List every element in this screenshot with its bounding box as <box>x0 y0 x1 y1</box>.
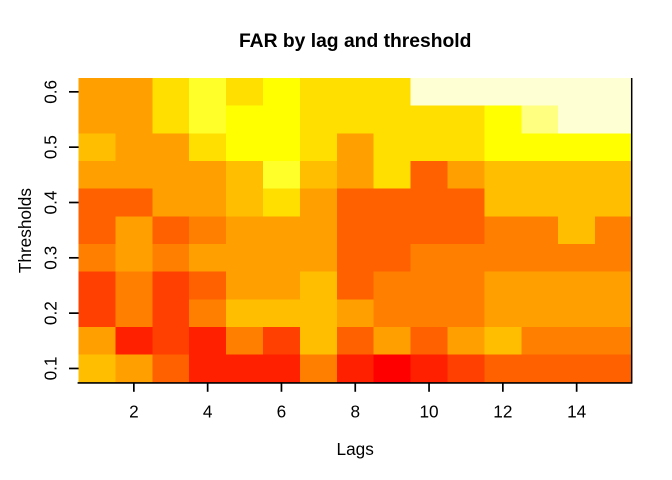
svg-text:0.1: 0.1 <box>41 357 61 381</box>
svg-text:0.2: 0.2 <box>41 301 61 325</box>
svg-text:0.4: 0.4 <box>41 190 61 214</box>
svg-text:6: 6 <box>277 401 287 421</box>
svg-text:Lags: Lags <box>337 439 374 459</box>
svg-text:FAR by lag and threshold: FAR by lag and threshold <box>239 31 471 52</box>
svg-text:4: 4 <box>203 401 213 421</box>
svg-text:10: 10 <box>419 401 438 421</box>
svg-text:Thresholds: Thresholds <box>15 188 35 273</box>
svg-text:0.3: 0.3 <box>41 246 61 270</box>
svg-text:12: 12 <box>493 401 512 421</box>
svg-text:14: 14 <box>567 401 587 421</box>
svg-text:0.5: 0.5 <box>41 135 61 159</box>
svg-text:8: 8 <box>350 401 360 421</box>
svg-text:0.6: 0.6 <box>41 80 61 104</box>
svg-text:2: 2 <box>129 401 139 421</box>
